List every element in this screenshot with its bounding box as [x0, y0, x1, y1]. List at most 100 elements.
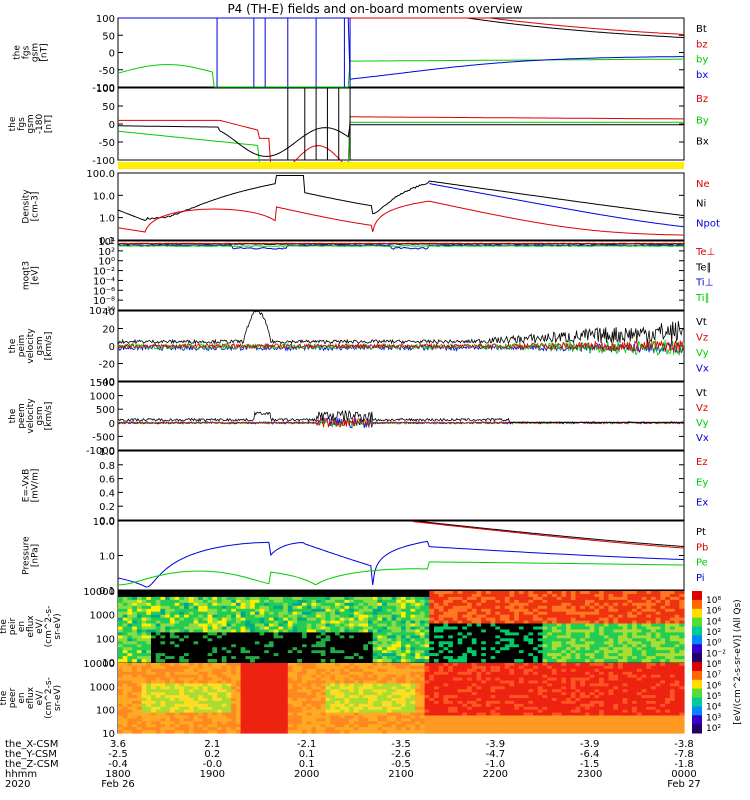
electron-spectrogram-cell — [471, 727, 478, 731]
electron-spectrogram-cell — [202, 674, 209, 679]
ion-spectrogram-cell — [448, 620, 454, 625]
ion-spectrogram-cell — [467, 605, 473, 610]
ion-spectrogram-cell — [127, 608, 133, 613]
ion-spectrogram-cell — [575, 620, 581, 625]
ion-spectrogram-cell — [481, 638, 487, 642]
ion-spectrogram-cell — [679, 632, 685, 636]
ion-spectrogram-cell — [202, 614, 209, 619]
electron-spectrogram-cell — [339, 677, 345, 682]
ion-spectrogram-cell — [330, 594, 336, 598]
electron-spectrogram-cell — [179, 683, 185, 687]
electron-spectrogram-cell — [146, 680, 152, 684]
ion-spectrogram-cell — [537, 632, 544, 636]
ion-spectrogram-cell — [665, 623, 671, 628]
ion-spectrogram-cell — [118, 605, 124, 610]
ion-spectrogram-cell — [287, 638, 294, 642]
ion-spectrogram-cell — [523, 653, 529, 657]
electron-spectrogram-cell — [419, 683, 426, 687]
ion-spectrogram-cell — [618, 650, 624, 654]
ion-spectrogram-cell — [283, 647, 289, 651]
electron-spectrogram-cell — [306, 695, 312, 699]
ion-spectrogram-cell — [188, 656, 195, 660]
ion-spectrogram-cell — [636, 596, 643, 601]
ion-spectrogram-cell — [580, 653, 586, 657]
ion-spectrogram-cell — [349, 617, 355, 622]
ion-spectrogram-cell — [528, 596, 534, 601]
electron-spectrogram-cell — [495, 700, 501, 705]
electron-spectrogram-cell — [311, 677, 317, 682]
electron-spectrogram-cell — [292, 663, 298, 667]
ion-spectrogram-cell — [679, 620, 685, 625]
electron-spectrogram-cell — [372, 712, 378, 717]
ion-spectrogram-cell — [118, 638, 124, 642]
ion-spectrogram-cell — [575, 608, 581, 613]
ion-spectrogram-cell — [184, 614, 190, 619]
ion-spectrogram-cell — [297, 596, 303, 601]
ion-spectrogram-cell — [174, 650, 180, 654]
electron-spectrogram-cell — [396, 706, 402, 711]
electron-spectrogram-cell — [349, 663, 355, 667]
electron-spectrogram-cell — [320, 721, 327, 725]
electron-spectrogram-cell — [207, 671, 213, 676]
electron-spectrogram-cell — [330, 663, 336, 667]
electron-spectrogram-cell — [410, 730, 416, 734]
ion-spectrogram-cell — [485, 659, 492, 663]
series-line-vz — [117, 417, 685, 429]
ion-spectrogram-cell — [254, 608, 261, 613]
ion-spectrogram-cell — [660, 599, 666, 604]
electron-spectrogram-cell — [254, 709, 261, 714]
electron-spectrogram-cell — [424, 677, 430, 682]
ion-spectrogram-cell — [202, 641, 209, 645]
electron-spectrogram-cell — [476, 683, 482, 687]
ion-spectrogram-cell — [585, 608, 591, 613]
electron-spectrogram-cell — [226, 709, 232, 714]
ion-spectrogram-cell — [353, 641, 360, 645]
electron-spectrogram-cell — [405, 724, 411, 728]
electron-spectrogram-cell — [278, 689, 284, 693]
electron-spectrogram-cell — [353, 727, 360, 731]
electron-spectrogram-cell — [212, 683, 218, 687]
electron-spectrogram-cell — [481, 700, 487, 705]
ion-spectrogram-cell — [410, 602, 416, 607]
electron-spectrogram-cell — [481, 686, 487, 690]
ion-spectrogram-cell — [141, 605, 147, 610]
electron-spectrogram-cell — [146, 692, 152, 696]
ion-spectrogram-cell — [627, 617, 633, 622]
ion-spectrogram-cell — [292, 614, 298, 619]
ion-spectrogram-cell — [349, 599, 355, 604]
ion-spectrogram-cell — [424, 611, 430, 616]
electron-spectrogram-cell — [429, 674, 435, 679]
ion-spectrogram-cell — [636, 591, 643, 595]
ion-spectrogram-cell — [231, 623, 237, 628]
electron-spectrogram-cell — [217, 663, 223, 667]
ion-spectrogram-cell — [193, 647, 199, 651]
electron-spectrogram-cell — [410, 674, 416, 679]
electron-spectrogram-cell — [212, 671, 218, 676]
ion-spectrogram-cell — [457, 629, 463, 634]
ion-spectrogram-cell — [155, 620, 161, 625]
ion-spectrogram-cell — [528, 653, 534, 657]
ion-spectrogram-cell — [358, 656, 364, 660]
electron-spectrogram-cell — [221, 712, 228, 717]
ion-spectrogram-cell — [292, 644, 298, 648]
electron-spectrogram-cell — [476, 718, 482, 722]
ion-spectrogram-cell — [264, 659, 270, 663]
electron-spectrogram-cell — [254, 663, 261, 667]
ion-spectrogram-cell — [169, 599, 176, 604]
ion-spectrogram-cell — [358, 653, 364, 657]
ion-spectrogram-cell — [273, 591, 279, 595]
ion-spectrogram-cell — [391, 638, 397, 642]
ion-spectrogram-cell — [632, 605, 638, 610]
electron-spectrogram-cell — [283, 730, 289, 734]
ion-spectrogram-cell — [207, 617, 213, 622]
ion-spectrogram-cell — [471, 623, 478, 628]
ion-spectrogram-cell — [127, 656, 133, 660]
ion-spectrogram-cell — [415, 638, 421, 642]
ion-spectrogram-cell — [368, 647, 374, 651]
ion-spectrogram-cell — [533, 659, 539, 663]
ion-spectrogram-cell — [132, 620, 138, 625]
ion-spectrogram-cell — [368, 599, 374, 604]
ion-spectrogram-cell — [207, 659, 213, 663]
electron-spectrogram-cell — [235, 695, 242, 699]
ion-spectrogram-cell — [250, 650, 256, 654]
